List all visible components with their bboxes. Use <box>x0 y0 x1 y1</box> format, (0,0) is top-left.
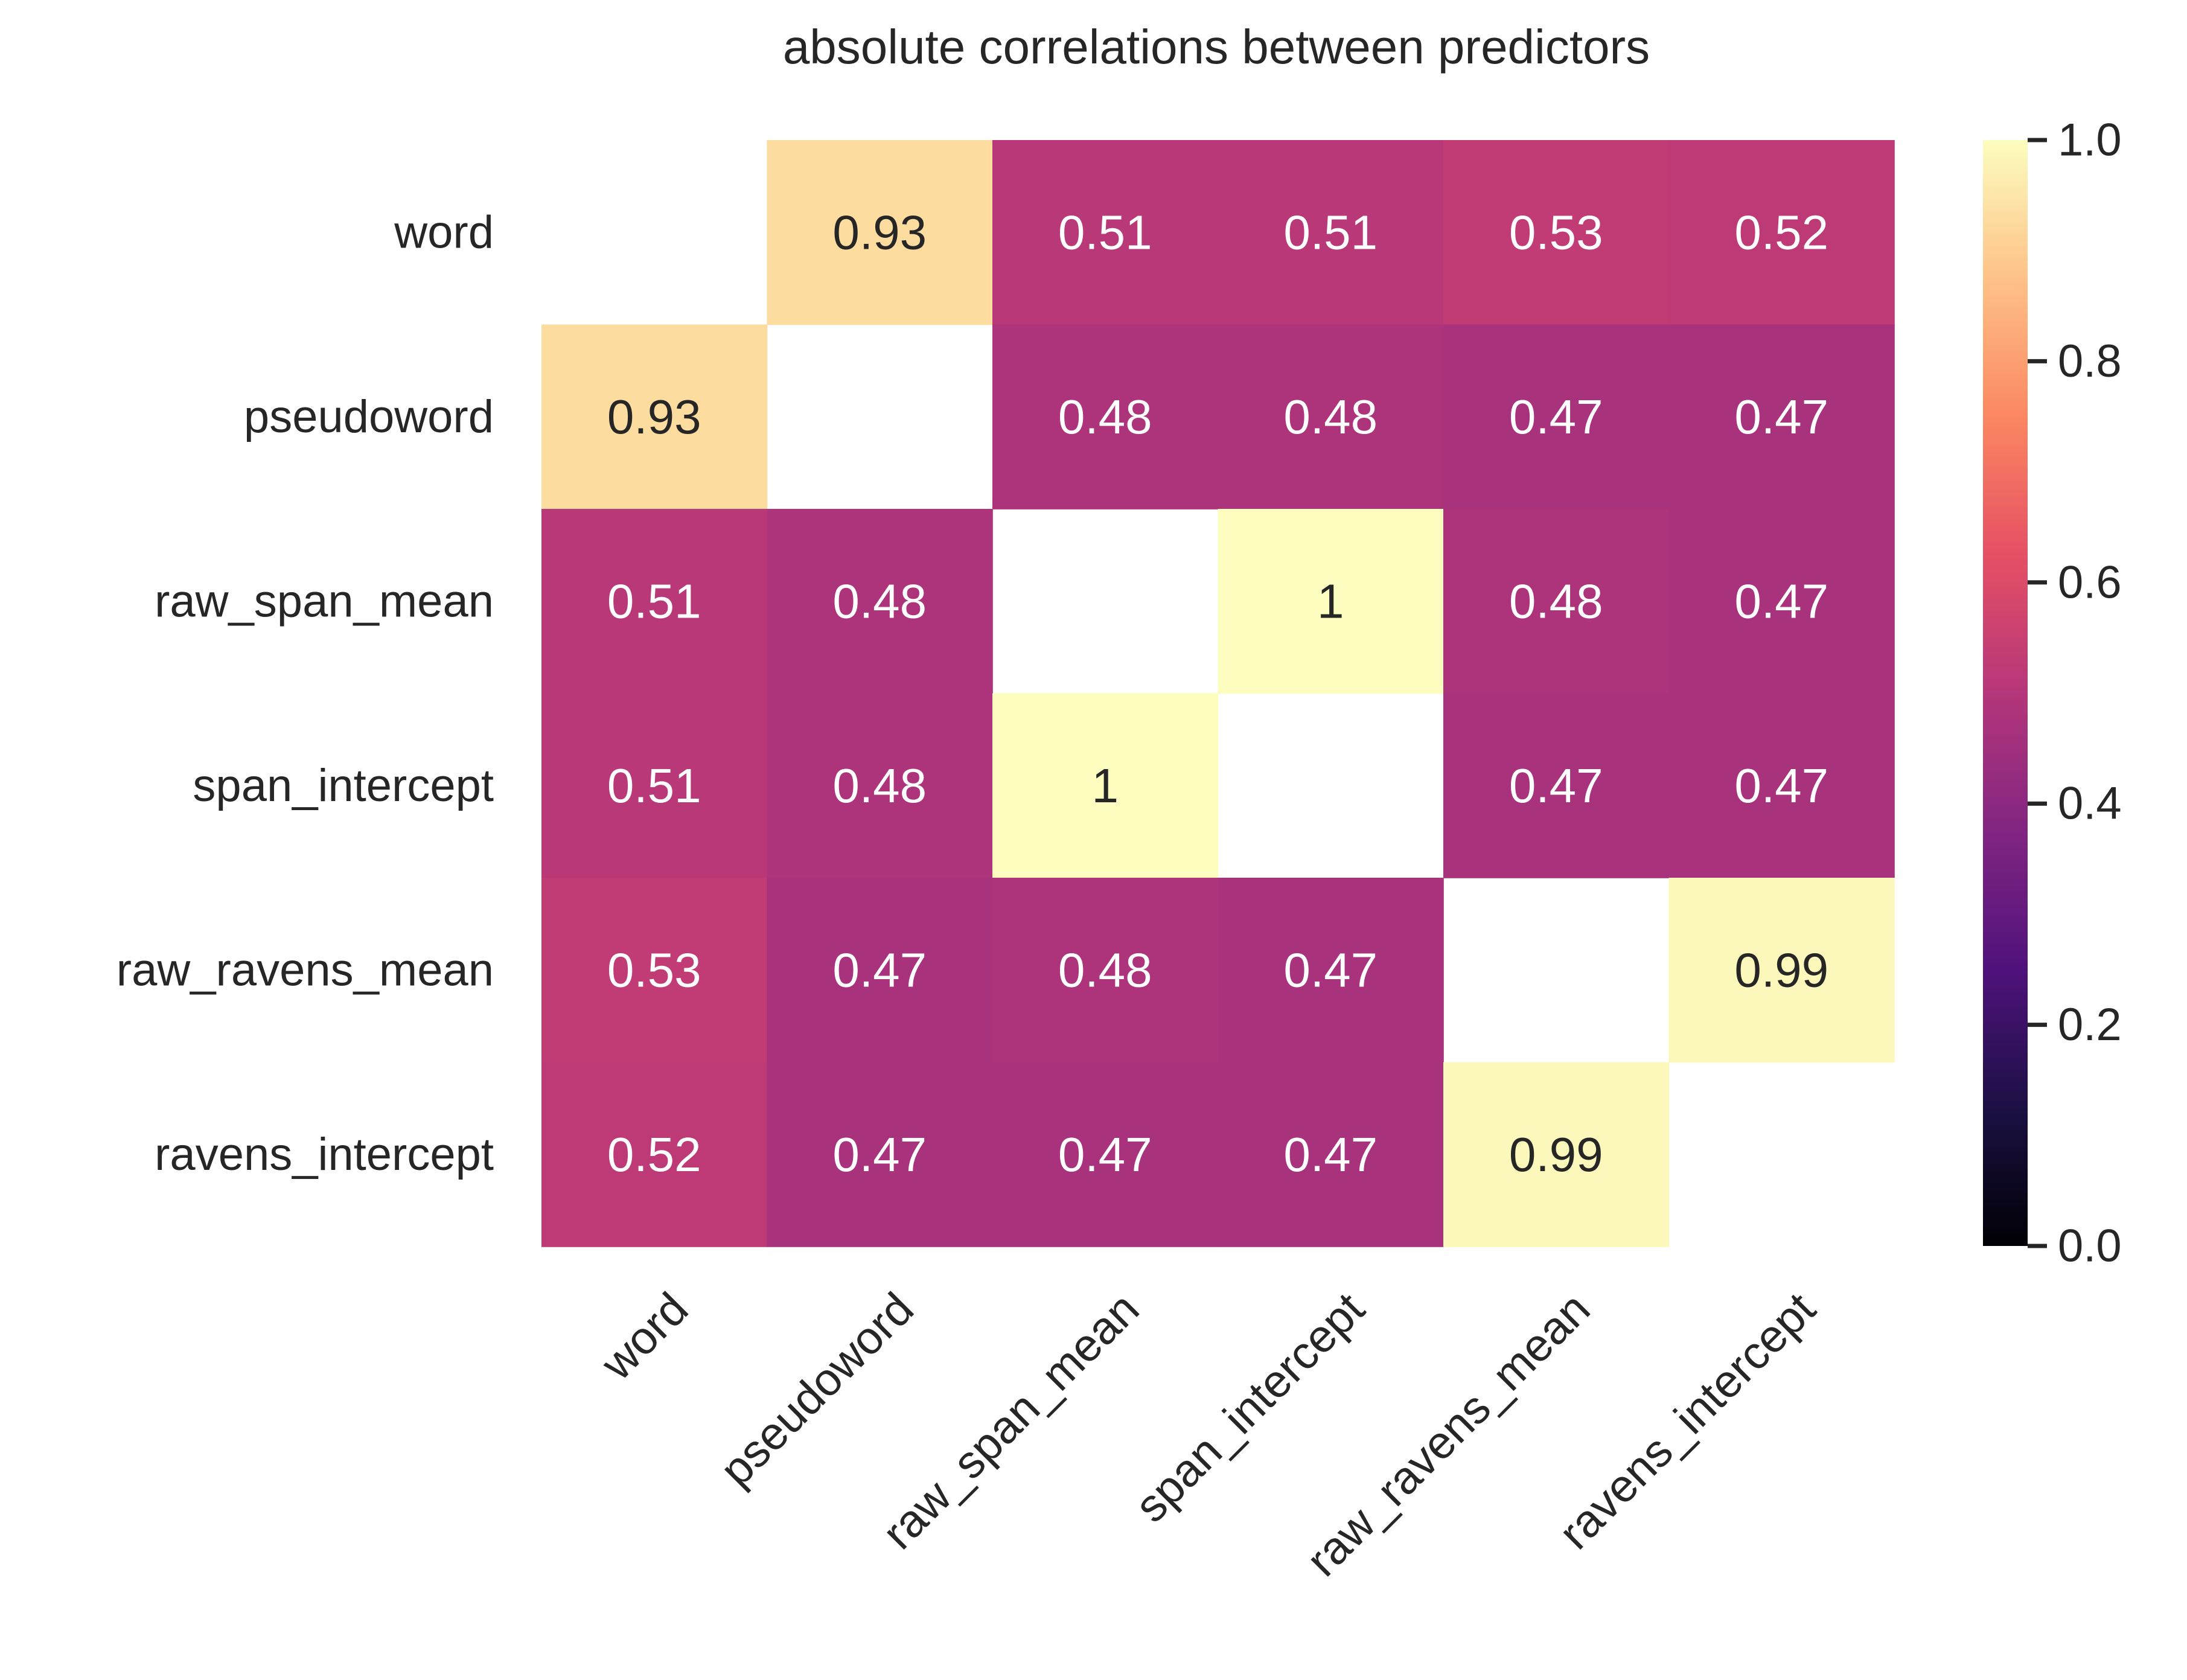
row-label-raw-ravens-mean: raw_ravens_mean <box>117 944 494 995</box>
heatmap-cell-word-span-intercept <box>1218 140 1444 325</box>
heatmap-cell-pseudoword-raw-span-mean <box>992 324 1219 509</box>
cell-label-span-intercept-pseudoword: 0.48 <box>832 759 927 813</box>
cell-label-ravens-intercept-pseudoword: 0.47 <box>832 1128 927 1181</box>
cell-label-pseudoword-word: 0.93 <box>607 390 701 444</box>
cell-label-raw-span-mean-span-intercept: 1 <box>1317 574 1344 628</box>
cell-label-raw-span-mean-ravens-intercept: 0.47 <box>1734 574 1828 628</box>
cell-annotations: 0.93 0.51 0.51 0.53 0.52 0.93 0.48 0.48 0.47 0.47… <box>607 205 1828 1181</box>
heatmap-cell-raw-ravens-mean-span-intercept <box>1218 878 1444 1063</box>
cell-label-pseudoword-raw-ravens-mean: 0.47 <box>1509 390 1603 444</box>
row-label-ravens-intercept: ravens_intercept <box>155 1129 494 1180</box>
cell-label-raw-span-mean-word: 0.51 <box>607 574 701 628</box>
row-label-word: word <box>394 206 494 258</box>
cell-label-word-pseudoword: 0.93 <box>832 205 927 259</box>
cell-label-raw-ravens-mean-word: 0.53 <box>607 943 701 997</box>
row-label-span-intercept: span_intercept <box>193 760 494 811</box>
heatmap-cell-raw-ravens-mean-word <box>541 878 768 1063</box>
x-axis-tick-labels: word pseudowordraw_span_meanspan_intercep… <box>591 1283 1825 1586</box>
cell-label-ravens-intercept-raw-span-mean: 0.47 <box>1058 1128 1152 1181</box>
heatmap-cells <box>541 140 1895 1247</box>
column-label-word: word <box>591 1283 698 1390</box>
heatmap-cell-pseudoword-word <box>541 324 768 509</box>
cell-label-word-span-intercept: 0.51 <box>1283 205 1378 259</box>
column-label-pseudoword: pseudoword <box>710 1283 924 1496</box>
heatmap-cell-word-raw-span-mean <box>992 140 1219 325</box>
cell-label-ravens-intercept-word: 0.52 <box>607 1128 701 1181</box>
heatmap-cell-raw-span-mean-ravens-intercept <box>1668 509 1895 694</box>
cell-label-raw-ravens-mean-span-intercept: 0.47 <box>1283 943 1378 997</box>
heatmap-cell-ravens-intercept-word <box>541 1062 768 1247</box>
colorbar: 0.0 0.2 0.4 0.6 0.8 1.0 <box>1983 115 2122 1272</box>
heatmap-cell-raw-ravens-mean-pseudoword <box>767 878 993 1063</box>
cell-label-pseudoword-ravens-intercept: 0.47 <box>1734 390 1828 444</box>
heatmap-cell-raw-ravens-mean-raw-span-mean <box>992 878 1219 1063</box>
cell-label-raw-span-mean-raw-ravens-mean: 0.48 <box>1509 574 1603 628</box>
heatmap-cell-raw-ravens-mean-ravens-intercept <box>1668 878 1895 1063</box>
heatmap-cell-span-intercept-ravens-intercept <box>1668 693 1895 878</box>
cell-label-span-intercept-raw-ravens-mean: 0.47 <box>1509 759 1603 813</box>
cell-label-span-intercept-word: 0.51 <box>607 759 701 813</box>
colorbar-ticks: 0.0 0.2 0.4 0.6 0.8 1.0 <box>2028 115 2122 1272</box>
heatmap-cell-pseudoword-raw-ravens-mean <box>1443 324 1670 509</box>
cell-label-ravens-intercept-raw-ravens-mean: 0.99 <box>1509 1128 1603 1181</box>
heatmap-cell-raw-span-mean-raw-ravens-mean <box>1443 509 1670 694</box>
cell-label-span-intercept-ravens-intercept: 0.47 <box>1734 759 1828 813</box>
cell-label-raw-ravens-mean-pseudoword: 0.47 <box>832 943 927 997</box>
colorbar-tick-label: 0.4 <box>2058 778 2122 829</box>
heatmap-cell-word-ravens-intercept <box>1668 140 1895 325</box>
heatmap-cell-span-intercept-raw-ravens-mean <box>1443 693 1670 878</box>
heatmap-cell-pseudoword-span-intercept <box>1218 324 1444 509</box>
cell-label-raw-span-mean-pseudoword: 0.48 <box>832 574 927 628</box>
cell-label-word-ravens-intercept: 0.52 <box>1734 205 1828 259</box>
colorbar-tick-label: 0.0 <box>2058 1221 2122 1272</box>
cell-label-pseudoword-raw-span-mean: 0.48 <box>1058 390 1152 444</box>
colorbar-tick-label: 0.6 <box>2058 557 2122 608</box>
heatmap-cell-ravens-intercept-raw-span-mean <box>992 1062 1219 1247</box>
heatmap-cell-raw-span-mean-word <box>541 509 768 694</box>
heatmap-cell-span-intercept-word <box>541 693 768 878</box>
heatmap-cell-span-intercept-pseudoword <box>767 693 993 878</box>
cell-label-span-intercept-raw-span-mean: 1 <box>1092 759 1119 813</box>
heatmap-cell-word-raw-ravens-mean <box>1443 140 1670 325</box>
colorbar-gradient <box>1983 140 2028 1246</box>
cell-label-word-raw-ravens-mean: 0.53 <box>1509 205 1603 259</box>
cell-label-raw-ravens-mean-ravens-intercept: 0.99 <box>1734 943 1828 997</box>
colorbar-tick-label: 1.0 <box>2058 115 2122 166</box>
column-label-span-intercept: span_intercept <box>1125 1283 1374 1532</box>
chart-title: absolute correlations between predictors <box>783 20 1650 74</box>
y-axis-tick-labels: word pseudoword raw_span_mean span_intercep… <box>117 206 494 1180</box>
row-label-raw-span-mean: raw_span_mean <box>155 575 494 627</box>
heatmap-cell-word-pseudoword <box>767 140 993 325</box>
colorbar-tick-label: 0.8 <box>2058 336 2122 387</box>
cell-label-ravens-intercept-span-intercept: 0.47 <box>1283 1128 1378 1181</box>
heatmap-cell-pseudoword-ravens-intercept <box>1668 324 1895 509</box>
heatmap-cell-ravens-intercept-pseudoword <box>767 1062 993 1247</box>
heatmap-cell-ravens-intercept-raw-ravens-mean <box>1443 1062 1670 1247</box>
heatmap-cell-raw-span-mean-span-intercept <box>1218 509 1444 694</box>
cell-label-word-raw-span-mean: 0.51 <box>1058 205 1152 259</box>
heatmap-cell-span-intercept-raw-span-mean <box>992 693 1219 878</box>
row-label-pseudoword: pseudoword <box>244 391 494 442</box>
heatmap-cell-raw-span-mean-pseudoword <box>767 509 993 694</box>
cell-label-raw-ravens-mean-raw-span-mean: 0.48 <box>1058 943 1152 997</box>
colorbar-tick-label: 0.2 <box>2058 999 2122 1050</box>
cell-label-pseudoword-span-intercept: 0.48 <box>1283 390 1378 444</box>
heatmap-cell-ravens-intercept-span-intercept <box>1218 1062 1444 1247</box>
